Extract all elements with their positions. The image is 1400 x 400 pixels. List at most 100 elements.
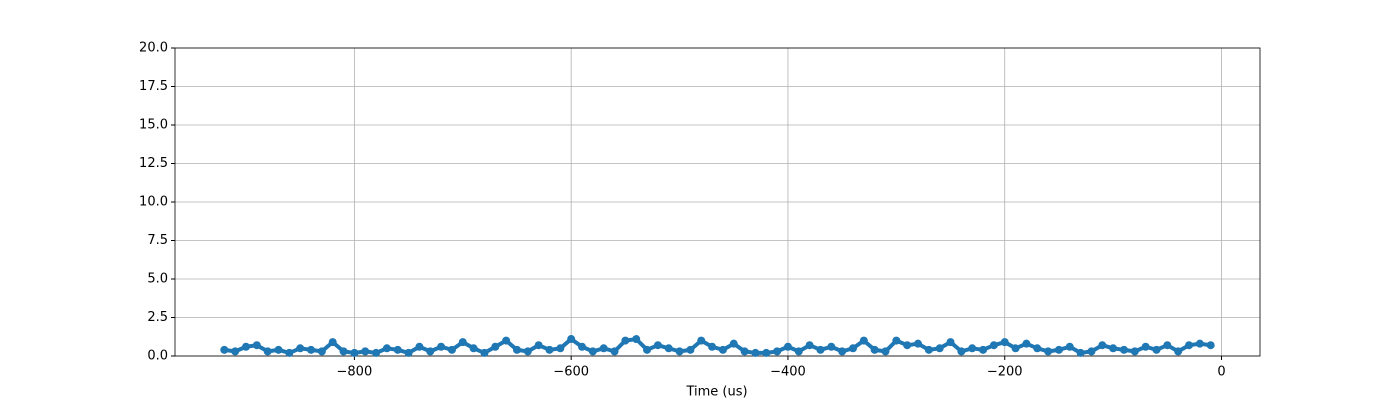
data-point	[372, 348, 381, 357]
data-point	[686, 345, 695, 354]
data-point	[1065, 342, 1074, 351]
plot-frame	[174, 47, 1261, 357]
y-tick-label: 12.5	[139, 156, 168, 171]
x-tick-label: −800	[337, 365, 373, 380]
y-tick-label: 20.0	[139, 41, 168, 56]
data-point	[447, 345, 456, 354]
data-point	[350, 348, 359, 357]
data-point	[556, 344, 565, 353]
y-tick-label: 2.5	[147, 310, 168, 325]
data-point	[1174, 347, 1183, 356]
data-point	[1152, 345, 1161, 354]
data-point	[653, 341, 662, 350]
data-point	[1087, 347, 1096, 356]
data-point	[610, 347, 619, 356]
data-point	[599, 344, 608, 353]
data-point	[1130, 347, 1139, 356]
data-point	[718, 345, 727, 354]
data-point	[588, 347, 597, 356]
data-point	[1033, 344, 1042, 353]
data-point	[816, 345, 825, 354]
data-point	[643, 345, 652, 354]
data-point	[307, 345, 316, 354]
x-tick-label: −400	[770, 365, 806, 380]
data-point	[220, 345, 229, 354]
data-point	[903, 341, 912, 350]
data-point	[957, 347, 966, 356]
data-point	[881, 347, 890, 356]
data-point	[491, 342, 500, 351]
data-point	[827, 342, 836, 351]
y-tick-label: 0.0	[147, 349, 168, 364]
data-point	[664, 344, 673, 353]
data-point	[859, 336, 868, 345]
data-point	[848, 344, 857, 353]
data-point	[578, 342, 587, 351]
data-point	[404, 348, 413, 357]
data-point	[231, 347, 240, 356]
data-point	[632, 335, 641, 344]
data-point	[512, 345, 521, 354]
x-tick-label: −600	[553, 365, 589, 380]
data-point	[773, 347, 782, 356]
data-point	[1022, 339, 1031, 348]
data-point	[285, 348, 294, 357]
data-point	[914, 339, 923, 348]
data-point	[458, 338, 467, 347]
data-point	[838, 347, 847, 356]
data-point	[621, 336, 630, 345]
data-point	[892, 336, 901, 345]
data-point	[1076, 348, 1085, 357]
data-point	[415, 342, 424, 351]
data-point	[469, 344, 478, 353]
data-point	[1054, 345, 1063, 354]
y-tick-label: 15.0	[139, 118, 168, 133]
y-tick-label: 5.0	[147, 272, 168, 287]
data-point	[968, 344, 977, 353]
data-point	[1044, 347, 1053, 356]
data-point	[1163, 341, 1172, 350]
x-tick-label: −200	[987, 365, 1023, 380]
data-point	[393, 345, 402, 354]
data-point	[252, 341, 261, 350]
data-point	[274, 345, 283, 354]
data-point	[328, 338, 337, 347]
data-point	[296, 344, 305, 353]
x-tick-label: 0	[1217, 365, 1225, 380]
data-point	[979, 345, 988, 354]
data-point	[794, 347, 803, 356]
data-point	[263, 347, 272, 356]
data-point	[523, 347, 532, 356]
data-point	[567, 335, 576, 344]
data-point	[870, 345, 879, 354]
y-tick-label: 10.0	[139, 195, 168, 210]
data-point	[935, 344, 944, 353]
data-point	[1141, 342, 1150, 351]
y-tick-label: 17.5	[139, 79, 168, 94]
data-point	[729, 339, 738, 348]
data-point	[545, 345, 554, 354]
data-point	[437, 342, 446, 351]
data-point	[339, 347, 348, 356]
data-point	[1195, 339, 1204, 348]
y-tick-label: 7.5	[147, 233, 168, 248]
data-point	[762, 348, 771, 357]
data-point	[426, 347, 435, 356]
data-point	[1000, 338, 1009, 347]
data-point	[751, 348, 760, 357]
data-point	[1206, 341, 1215, 350]
x-axis-label: Time (us)	[685, 385, 747, 400]
data-point	[361, 347, 370, 356]
data-point	[740, 347, 749, 356]
data-point	[1011, 344, 1020, 353]
data-point	[534, 341, 543, 350]
data-point	[382, 344, 391, 353]
data-point	[989, 341, 998, 350]
data-point	[502, 336, 511, 345]
data-point	[924, 345, 933, 354]
data-point	[697, 336, 706, 345]
data-point	[480, 348, 489, 357]
data-point	[317, 347, 326, 356]
